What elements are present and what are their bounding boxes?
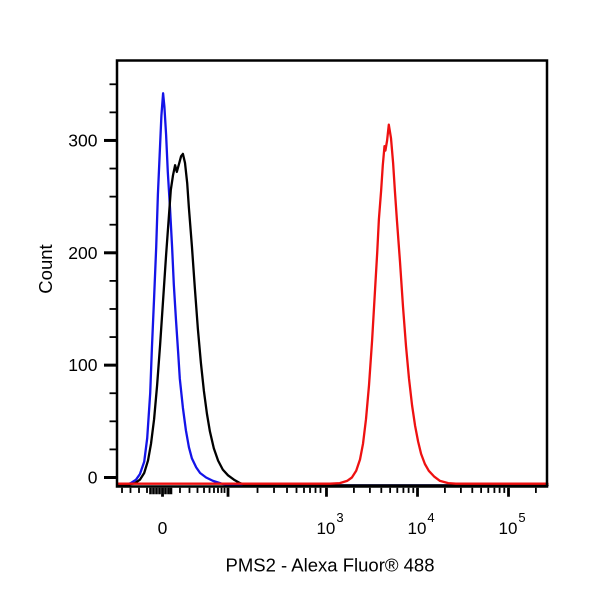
plot-border [115,59,549,488]
red-curve [116,123,549,485]
y-tick-label: 200 [68,243,97,263]
x-tick-label: 104 [408,510,435,538]
x-axis-tick-labels: 0 103 104 105 [158,510,526,538]
x-tick-label: 105 [498,510,525,538]
blue-curve [116,92,549,487]
x-tick-label: 0 [158,518,168,538]
y-axis-title: Count [35,244,56,293]
histogram-curves [116,92,549,487]
x-axis-title: PMS2 - Alexa Fluor® 488 [225,555,434,576]
black-curve [116,152,549,487]
y-tick-label: 300 [68,130,97,150]
y-axis-tick-labels: 0 100 200 300 [68,130,97,487]
y-tick-label: 100 [68,355,97,375]
x-tick-exponent: 5 [518,510,525,525]
x-tick-exponent: 3 [336,510,343,525]
x-tick-label: 103 [316,510,343,538]
x-axis-ticks [121,487,537,497]
y-axis-ticks [104,83,117,479]
x-tick-exponent: 4 [427,510,434,525]
y-tick-label: 0 [88,468,98,488]
